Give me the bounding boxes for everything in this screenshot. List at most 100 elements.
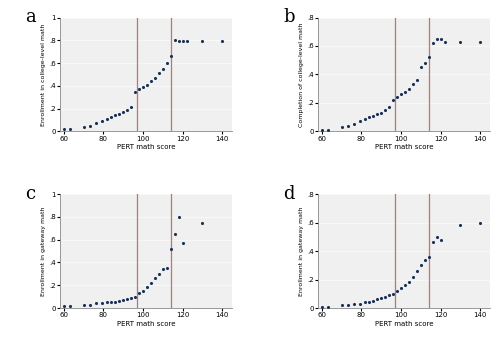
Y-axis label: Enrollment in gateway math: Enrollment in gateway math [42,206,46,296]
Point [405,280,413,285]
Point [476,220,484,225]
Point [139,84,147,90]
Point [155,271,163,277]
Point [92,121,100,126]
Point [428,40,436,46]
Point [147,78,155,84]
Point [476,39,484,44]
Point [198,220,206,225]
Point [401,89,409,95]
Y-axis label: Completion of college-level math: Completion of college-level math [300,22,304,127]
Point [131,89,139,95]
Point [428,240,436,245]
Point [432,36,440,42]
Point [389,291,397,296]
Point [159,66,167,71]
Point [166,246,174,252]
Point [440,39,448,44]
Point [98,301,106,306]
X-axis label: PERT math score: PERT math score [375,321,433,327]
Point [98,118,106,124]
Point [178,38,186,44]
X-axis label: PERT math score: PERT math score [117,321,176,327]
Point [151,275,159,281]
Point [60,303,68,308]
Point [120,297,128,303]
Point [370,113,378,119]
Point [318,304,326,309]
Point [366,300,374,305]
Point [417,64,425,70]
Point [413,268,421,274]
Point [385,292,393,298]
Point [409,82,417,87]
Point [174,214,182,220]
Point [389,97,397,103]
Point [86,302,94,307]
Y-axis label: Enrollment in college-level math: Enrollment in college-level math [42,23,46,126]
Point [104,116,112,122]
Point [116,298,124,304]
Y-axis label: Enrollment in gateway math: Enrollment in gateway math [300,206,304,296]
Point [381,294,389,299]
Point [405,86,413,91]
Point [393,94,401,100]
Point [108,300,116,305]
Point [366,114,374,120]
Point [139,288,147,294]
Point [338,124,345,130]
Text: c: c [26,185,36,203]
Point [417,262,425,268]
Point [413,77,421,83]
Point [436,237,444,243]
Point [60,126,68,132]
Point [120,109,128,115]
Point [108,114,116,119]
Point [147,280,155,286]
Point [198,38,206,44]
Point [397,285,405,291]
Point [356,301,364,307]
Point [182,38,190,44]
Point [86,123,94,128]
Point [350,301,358,307]
Point [421,257,429,262]
Point [166,54,174,59]
Point [409,274,417,279]
Point [135,290,143,296]
Point [151,75,159,81]
Point [170,231,178,237]
Point [112,113,120,118]
Point [324,304,332,309]
Point [401,282,409,288]
Point [378,295,386,301]
Point [131,294,139,299]
Point [324,127,332,133]
Point [170,37,178,43]
Point [104,300,112,305]
Point [123,107,131,113]
Point [178,240,186,246]
Point [338,302,345,308]
Point [66,126,74,132]
Point [135,86,143,92]
Point [159,266,167,272]
Point [174,38,182,44]
Point [356,119,364,124]
Point [424,254,432,260]
Point [381,107,389,113]
Point [378,110,386,116]
Point [92,301,100,306]
Point [318,127,326,133]
Point [163,60,171,66]
Point [127,105,135,110]
Point [163,265,171,271]
Point [362,116,370,121]
Point [456,39,464,44]
Point [362,300,370,305]
Point [350,121,358,127]
Point [143,82,151,88]
Text: a: a [26,8,36,26]
Point [432,234,440,240]
Point [344,302,351,308]
